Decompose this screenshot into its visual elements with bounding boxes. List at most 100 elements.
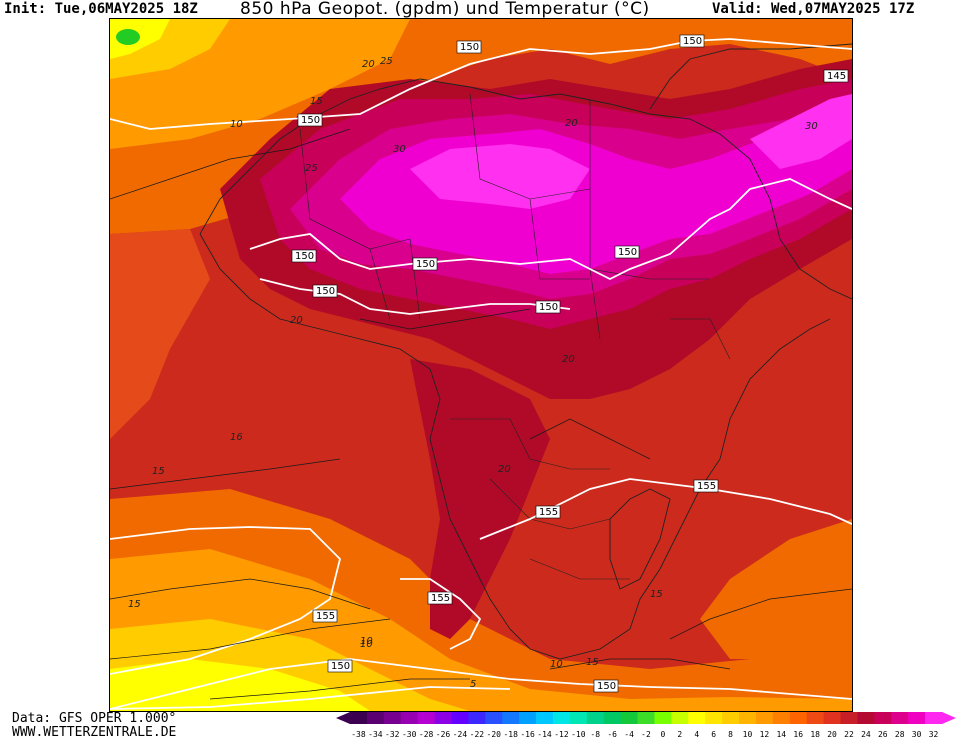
isohypse-label: 150 [535,300,561,314]
isohypse-label: 155 [535,505,561,519]
svg-text:150: 150 [316,286,335,297]
isotherm-label: 20 [565,118,578,129]
legend-tick-label: -34 [368,730,383,739]
legend-tick-label: -4 [624,730,634,739]
legend-tick-label: -32 [385,730,400,739]
isohypse-label: 150 [327,659,353,673]
legend-tick-label: -2 [641,730,651,739]
legend-swatch [569,712,588,724]
color-legend: -38 -34 -32 -30 -28 -26 -24 -22 -20 -18 -16 -14 -12-… [336,712,956,739]
legend-swatch [620,712,639,724]
legend-tick-label: 2 [677,730,682,739]
svg-text:155: 155 [316,611,335,622]
init-time: Init: Tue,06MAY2025 18Z [4,1,198,17]
legend-tick-label: 12 [760,730,770,739]
legend-tick-label: 18 [810,730,820,739]
svg-text:150: 150 [683,36,702,47]
isotherm-lines [110,128,852,700]
legend-tick-label: 16 [793,730,803,739]
legend-tick-label: -12 [554,730,569,739]
isotherm-label: 10 [230,119,243,130]
isotherm-label-group: 25 20 15 10 30 25 20 30 20 16 15 20 15 1… [128,56,818,690]
legend-tick-label: -28 [419,730,434,739]
isotherm-label: 10 [360,639,373,650]
country-borders [299,93,731,580]
svg-text:155: 155 [431,593,450,604]
legend-swatch [806,712,825,724]
legend-tick-label: 6 [711,730,716,739]
legend-tick-label: 22 [844,730,854,739]
isohypse-label: 145 [823,69,849,83]
legend-tick-label: 26 [878,730,888,739]
legend-tick-label: -20 [487,730,502,739]
isotherm-label: 15 [128,599,141,610]
temperature-band-south-4 [110,659,370,711]
legend-swatch [485,712,503,724]
legend-swatch [383,712,402,724]
legend-tick-label: -26 [436,730,451,739]
isohypse-label: 155 [312,609,338,623]
isohypse-label: 150 [614,245,640,259]
legend-tick-label: 0 [661,730,666,739]
svg-text:145: 145 [827,71,846,82]
svg-text:150: 150 [416,259,435,270]
legend-swatch [434,712,452,724]
legend-tick-label: 14 [776,730,786,739]
temperature-band-northwest-3 [110,19,170,59]
legend-tick-label: -22 [470,730,485,739]
isohypse-label: 150 [412,257,438,271]
legend-swatch [400,712,419,724]
legend-tick-label: -24 [453,730,468,739]
legend-swatch [823,712,842,724]
isohypse-label-group: 150 150 150 150 150 150 150 150 145 155 … [291,34,849,693]
isotherm-label: 15 [310,96,323,107]
legend-tick-label: -8 [590,730,600,739]
legend-arrow-left [336,712,350,724]
legend-swatch [739,712,757,724]
map-canvas: 150 150 150 150 150 150 150 150 145 155 … [110,19,852,711]
svg-text:150: 150 [295,251,314,262]
isohypse-label: 150 [297,113,323,127]
legend-swatch [468,712,486,724]
isotherm-label: 30 [805,121,818,132]
isohypse-label: 150 [593,679,619,693]
isohypse-label: 150 [679,34,705,48]
legend-swatch [519,712,537,724]
legend-swatch [417,712,436,724]
legend-swatch [350,712,368,724]
temperature-hot-spot-arabia [750,94,852,169]
legend-swatch [789,712,808,724]
legend-tick-label: 8 [728,730,733,739]
legend-swatch [925,712,943,724]
legend-arrow-right [942,712,956,724]
legend-swatch [552,712,571,724]
isotherm-label: 16 [230,432,243,443]
legend-swatch [891,712,909,724]
weather-map[interactable]: 150 150 150 150 150 150 150 150 145 155 … [109,18,853,712]
legend-swatch [840,712,858,724]
legend-swatch [586,712,605,724]
legend-swatch [722,712,740,724]
isotherm-label: 25 [380,56,393,67]
isotherm-label: 15 [650,589,663,600]
isotherm-label: 30 [393,144,406,155]
isotherm-label: 25 [305,163,318,174]
isotherm-label: 10 [360,636,373,647]
legend-swatch [654,712,672,724]
legend-tick-label: -18 [503,730,518,739]
legend-swatch [874,712,892,724]
legend-swatch [637,712,655,724]
isohypse-label: 150 [291,249,317,263]
svg-text:150: 150 [597,681,616,692]
isohypse-label: 150 [312,284,338,298]
legend-tick-label: 24 [861,730,871,739]
legend-swatch [705,712,723,724]
coastlines [199,43,852,660]
legend-swatch [772,712,791,724]
svg-text:150: 150 [539,302,558,313]
legend-tick-label: 20 [827,730,837,739]
legend-tick-label: 10 [743,730,753,739]
legend-swatch [671,712,689,724]
legend-swatch [908,712,926,724]
legend-tick-labels: -38 -34 -32 -30 -28 -26 -24 -22 -20 -18 -16 -14 -12-… [351,730,938,739]
